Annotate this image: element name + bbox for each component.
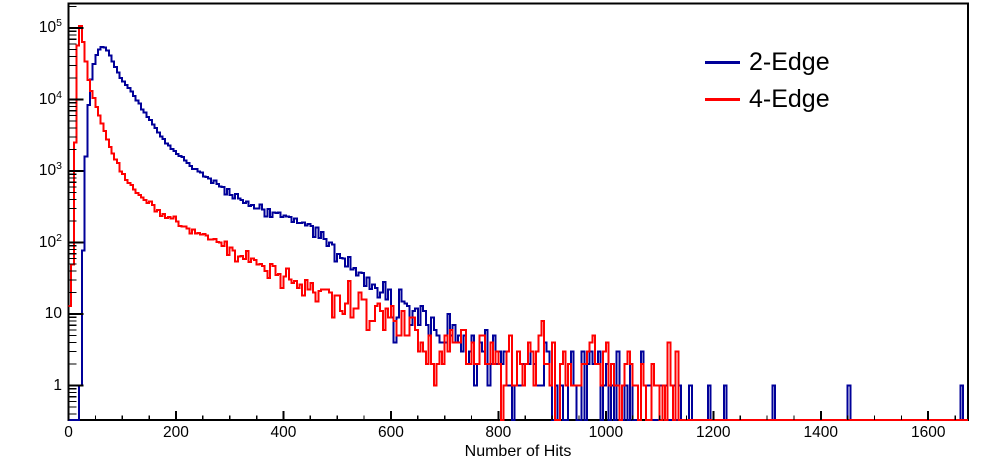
y-tick-label: 104	[38, 88, 62, 108]
y-tick-label: 103	[38, 159, 62, 179]
x-tick-label: 400	[270, 424, 297, 441]
x-axis-title: Number of Hits	[464, 443, 572, 460]
x-tick-label: 1600	[910, 424, 946, 441]
legend-line-2-edge-icon	[705, 61, 740, 64]
y-tick-label: 1	[53, 376, 62, 394]
legend-label-4-edge: 4-Edge	[749, 85, 830, 113]
y-tick-label: 102	[38, 231, 62, 251]
x-tick-label: 1400	[803, 424, 839, 441]
legend: 2-Edge 4-Edge	[705, 44, 830, 118]
y-axis-ticks	[68, 5, 84, 415]
x-tick-label: 600	[377, 424, 404, 441]
x-axis-ticks	[67, 411, 956, 420]
legend-line-4-edge-icon	[705, 98, 740, 101]
x-tick-label: 0	[64, 424, 73, 441]
y-tick-label: 105	[38, 16, 62, 36]
x-tick-label: 200	[163, 424, 189, 441]
plot-frame	[67, 2, 969, 421]
legend-entry-2-edge: 2-Edge	[705, 44, 830, 81]
x-tick-label: 800	[485, 424, 512, 441]
legend-entry-4-edge: 4-Edge	[705, 81, 830, 118]
x-tick-label: 1000	[588, 424, 624, 441]
series-4-edge	[68, 24, 968, 421]
y-tick-label: 10	[44, 305, 62, 322]
x-tick-label: 1200	[696, 424, 731, 441]
legend-label-2-edge: 2-Edge	[749, 48, 830, 76]
